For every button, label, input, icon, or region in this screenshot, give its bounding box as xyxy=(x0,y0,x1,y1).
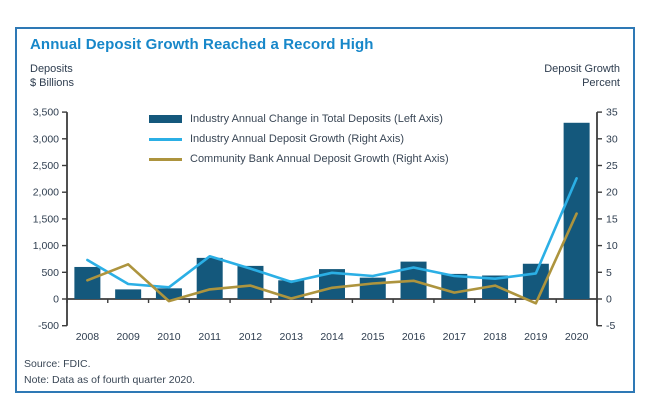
x-axis-label-2009: 2009 xyxy=(116,331,140,343)
bar-2017 xyxy=(441,273,468,299)
left-axis-title-line2: $ Billions xyxy=(30,77,75,89)
bar-2009 xyxy=(115,289,142,299)
y-axis-left-label: 2,000 xyxy=(33,187,59,199)
right-axis-title-line2: Percent xyxy=(582,77,620,89)
right-axis-title-line1: Deposit Growth xyxy=(544,63,620,75)
y-axis-right-label: 10 xyxy=(606,240,618,252)
y-axis-left-label: 500 xyxy=(41,267,59,279)
legend-item-community-growth: Community Bank Annual Deposit Growth (Ri… xyxy=(149,149,449,169)
legend-line-swatch-industry xyxy=(149,137,182,141)
y-axis-left-label: 3,000 xyxy=(33,133,59,145)
data-note: Note: Data as of fourth quarter 2020. xyxy=(24,374,196,386)
legend-line-swatch-community xyxy=(149,157,182,161)
bar-2018 xyxy=(482,275,509,299)
y-axis-left-label: 1,500 xyxy=(33,213,59,225)
x-axis-label-2017: 2017 xyxy=(443,331,467,343)
y-axis-right-label: 20 xyxy=(606,187,618,199)
bar-2010 xyxy=(155,288,182,299)
legend-label: Industry Annual Change in Total Deposits… xyxy=(190,113,443,125)
right-axis-title: Deposit Growth Percent xyxy=(544,62,620,90)
left-axis-title-line1: Deposits xyxy=(30,63,73,75)
y-axis-left-label: 3,500 xyxy=(33,107,59,119)
y-axis-left-label: 1,000 xyxy=(33,240,59,252)
chart-canvas: -500 0 500 1,000 1,500 2,000 2,500 3,000 3,500 -5… xyxy=(33,107,618,343)
x-axis-label-2012: 2012 xyxy=(239,331,263,343)
y-axis-right-label: 5 xyxy=(606,267,612,279)
y-axis-left-label: -500 xyxy=(38,320,59,332)
x-axis-label-2011: 2011 xyxy=(198,331,221,343)
bar-2013 xyxy=(278,280,305,299)
legend-item-industry-change: Industry Annual Change in Total Deposits… xyxy=(149,109,449,129)
y-axis-left-label: 0 xyxy=(53,294,59,306)
x-axis-label-2020: 2020 xyxy=(565,331,589,343)
bar-2008 xyxy=(74,266,101,299)
y-axis-right-label: 15 xyxy=(606,213,618,225)
y-axis-right-label: 0 xyxy=(606,294,612,306)
x-axis-label-2015: 2015 xyxy=(361,331,385,343)
legend-label: Industry Annual Deposit Growth (Right Ax… xyxy=(190,133,404,145)
y-axis-right-label: -5 xyxy=(606,320,615,332)
line-industry-deposit-growth xyxy=(86,177,578,289)
chart-legend: Industry Annual Change in Total Deposits… xyxy=(149,109,449,169)
source-note: Source: FDIC. xyxy=(24,358,91,370)
legend-bar-swatch xyxy=(149,115,182,123)
line-community-bank-deposit-growth xyxy=(86,212,578,305)
bar-2015 xyxy=(359,277,386,299)
x-axis-label-2018: 2018 xyxy=(483,331,507,343)
x-axis-label-2014: 2014 xyxy=(320,331,344,343)
chart-title: Annual Deposit Growth Reached a Record H… xyxy=(30,36,374,53)
x-axis-label-2010: 2010 xyxy=(157,331,181,343)
x-axis-label-2013: 2013 xyxy=(280,331,304,343)
x-axis-label-2016: 2016 xyxy=(402,331,426,343)
y-axis-right-label: 35 xyxy=(606,107,618,119)
x-axis-label-2008: 2008 xyxy=(76,331,100,343)
y-axis-right-label: 25 xyxy=(606,160,618,172)
legend-item-industry-growth: Industry Annual Deposit Growth (Right Ax… xyxy=(149,129,449,149)
y-axis-right-label: 30 xyxy=(606,133,618,145)
left-axis-title: Deposits $ Billions xyxy=(30,62,74,90)
legend-label: Community Bank Annual Deposit Growth (Ri… xyxy=(190,153,449,165)
y-axis-left-label: 2,500 xyxy=(33,160,59,172)
x-axis-label-2019: 2019 xyxy=(524,331,548,343)
bar-2020 xyxy=(563,122,590,299)
chart-card: Annual Deposit Growth Reached a Record H… xyxy=(15,27,635,393)
